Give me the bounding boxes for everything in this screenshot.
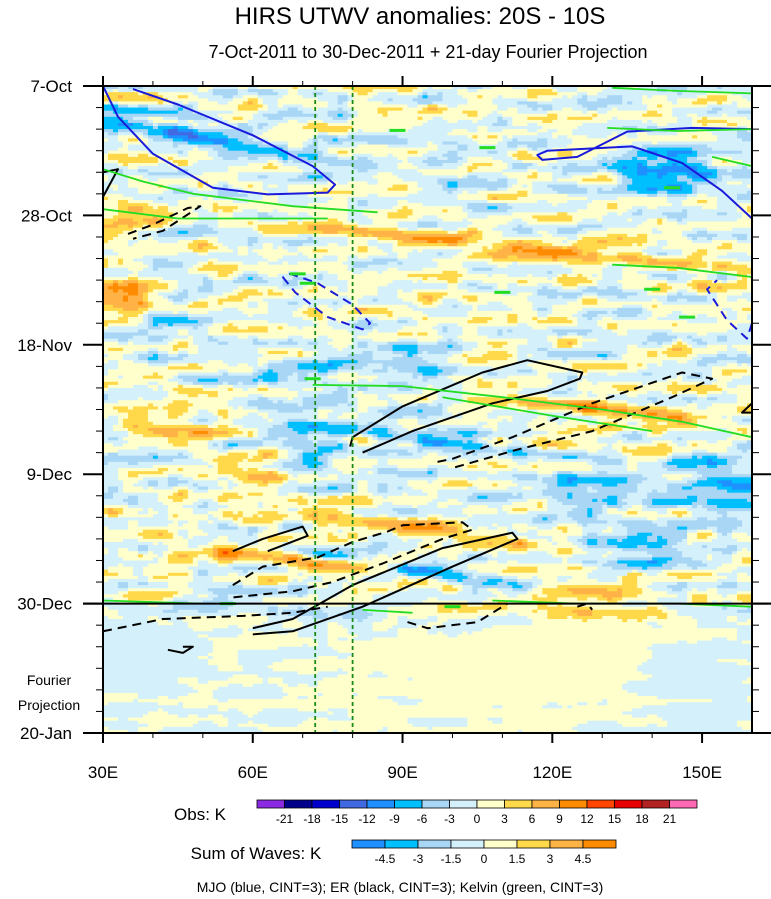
hovmoller-chart: HIRS UTWV anomalies: 20S - 10S 7-Oct-201… (0, 0, 771, 899)
heatmap-field (103, 86, 753, 734)
chart-title: HIRS UTWV anomalies: 20S - 10S (235, 3, 606, 30)
chart-subtitle: 7-Oct-2011 to 30-Dec-2011 + 21-day Fouri… (208, 42, 647, 62)
